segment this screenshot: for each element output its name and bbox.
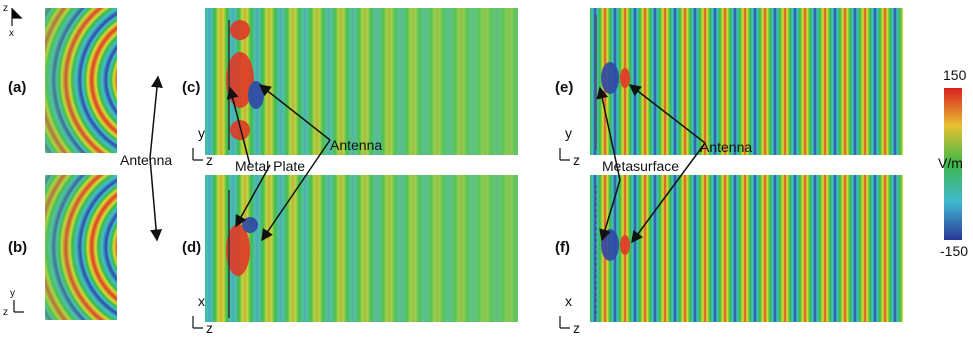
colorbar: 150 V/m -150 (938, 67, 968, 259)
panel-label: (c) (182, 79, 200, 96)
panel-label: (d) (182, 239, 201, 256)
annotation: Metal Plate (235, 158, 305, 174)
figure: (a) (b) (c) (d) (e) (f) z x y z y z x z … (0, 0, 973, 339)
axis-label: y (198, 125, 205, 141)
axis-label: z (573, 320, 580, 336)
axis-label: z (206, 320, 213, 336)
axis-label: z (573, 152, 580, 168)
axis-label: x (198, 293, 205, 309)
panel-label: (a) (8, 79, 26, 96)
annotation: Antenna (700, 139, 752, 155)
axis-label: x (9, 28, 14, 39)
annotation: Metasurface (602, 158, 679, 174)
axis-label: y (10, 288, 15, 299)
colorbar-min: -150 (940, 243, 968, 259)
axis-label: x (565, 293, 572, 309)
annotation: Antenna (330, 137, 382, 153)
axis-label: z (3, 307, 8, 318)
colorbar-unit: V/m (938, 155, 963, 171)
panel-label: (e) (555, 79, 573, 96)
axis-label: z (3, 3, 8, 14)
annotation: Antenna (120, 152, 172, 168)
colorbar-max: 150 (943, 67, 967, 83)
axis-label: z (206, 152, 213, 168)
panel-label: (f) (555, 239, 570, 256)
axis-label: y (565, 125, 572, 141)
field-maps (45, 8, 903, 322)
panel-label: (b) (8, 239, 27, 256)
